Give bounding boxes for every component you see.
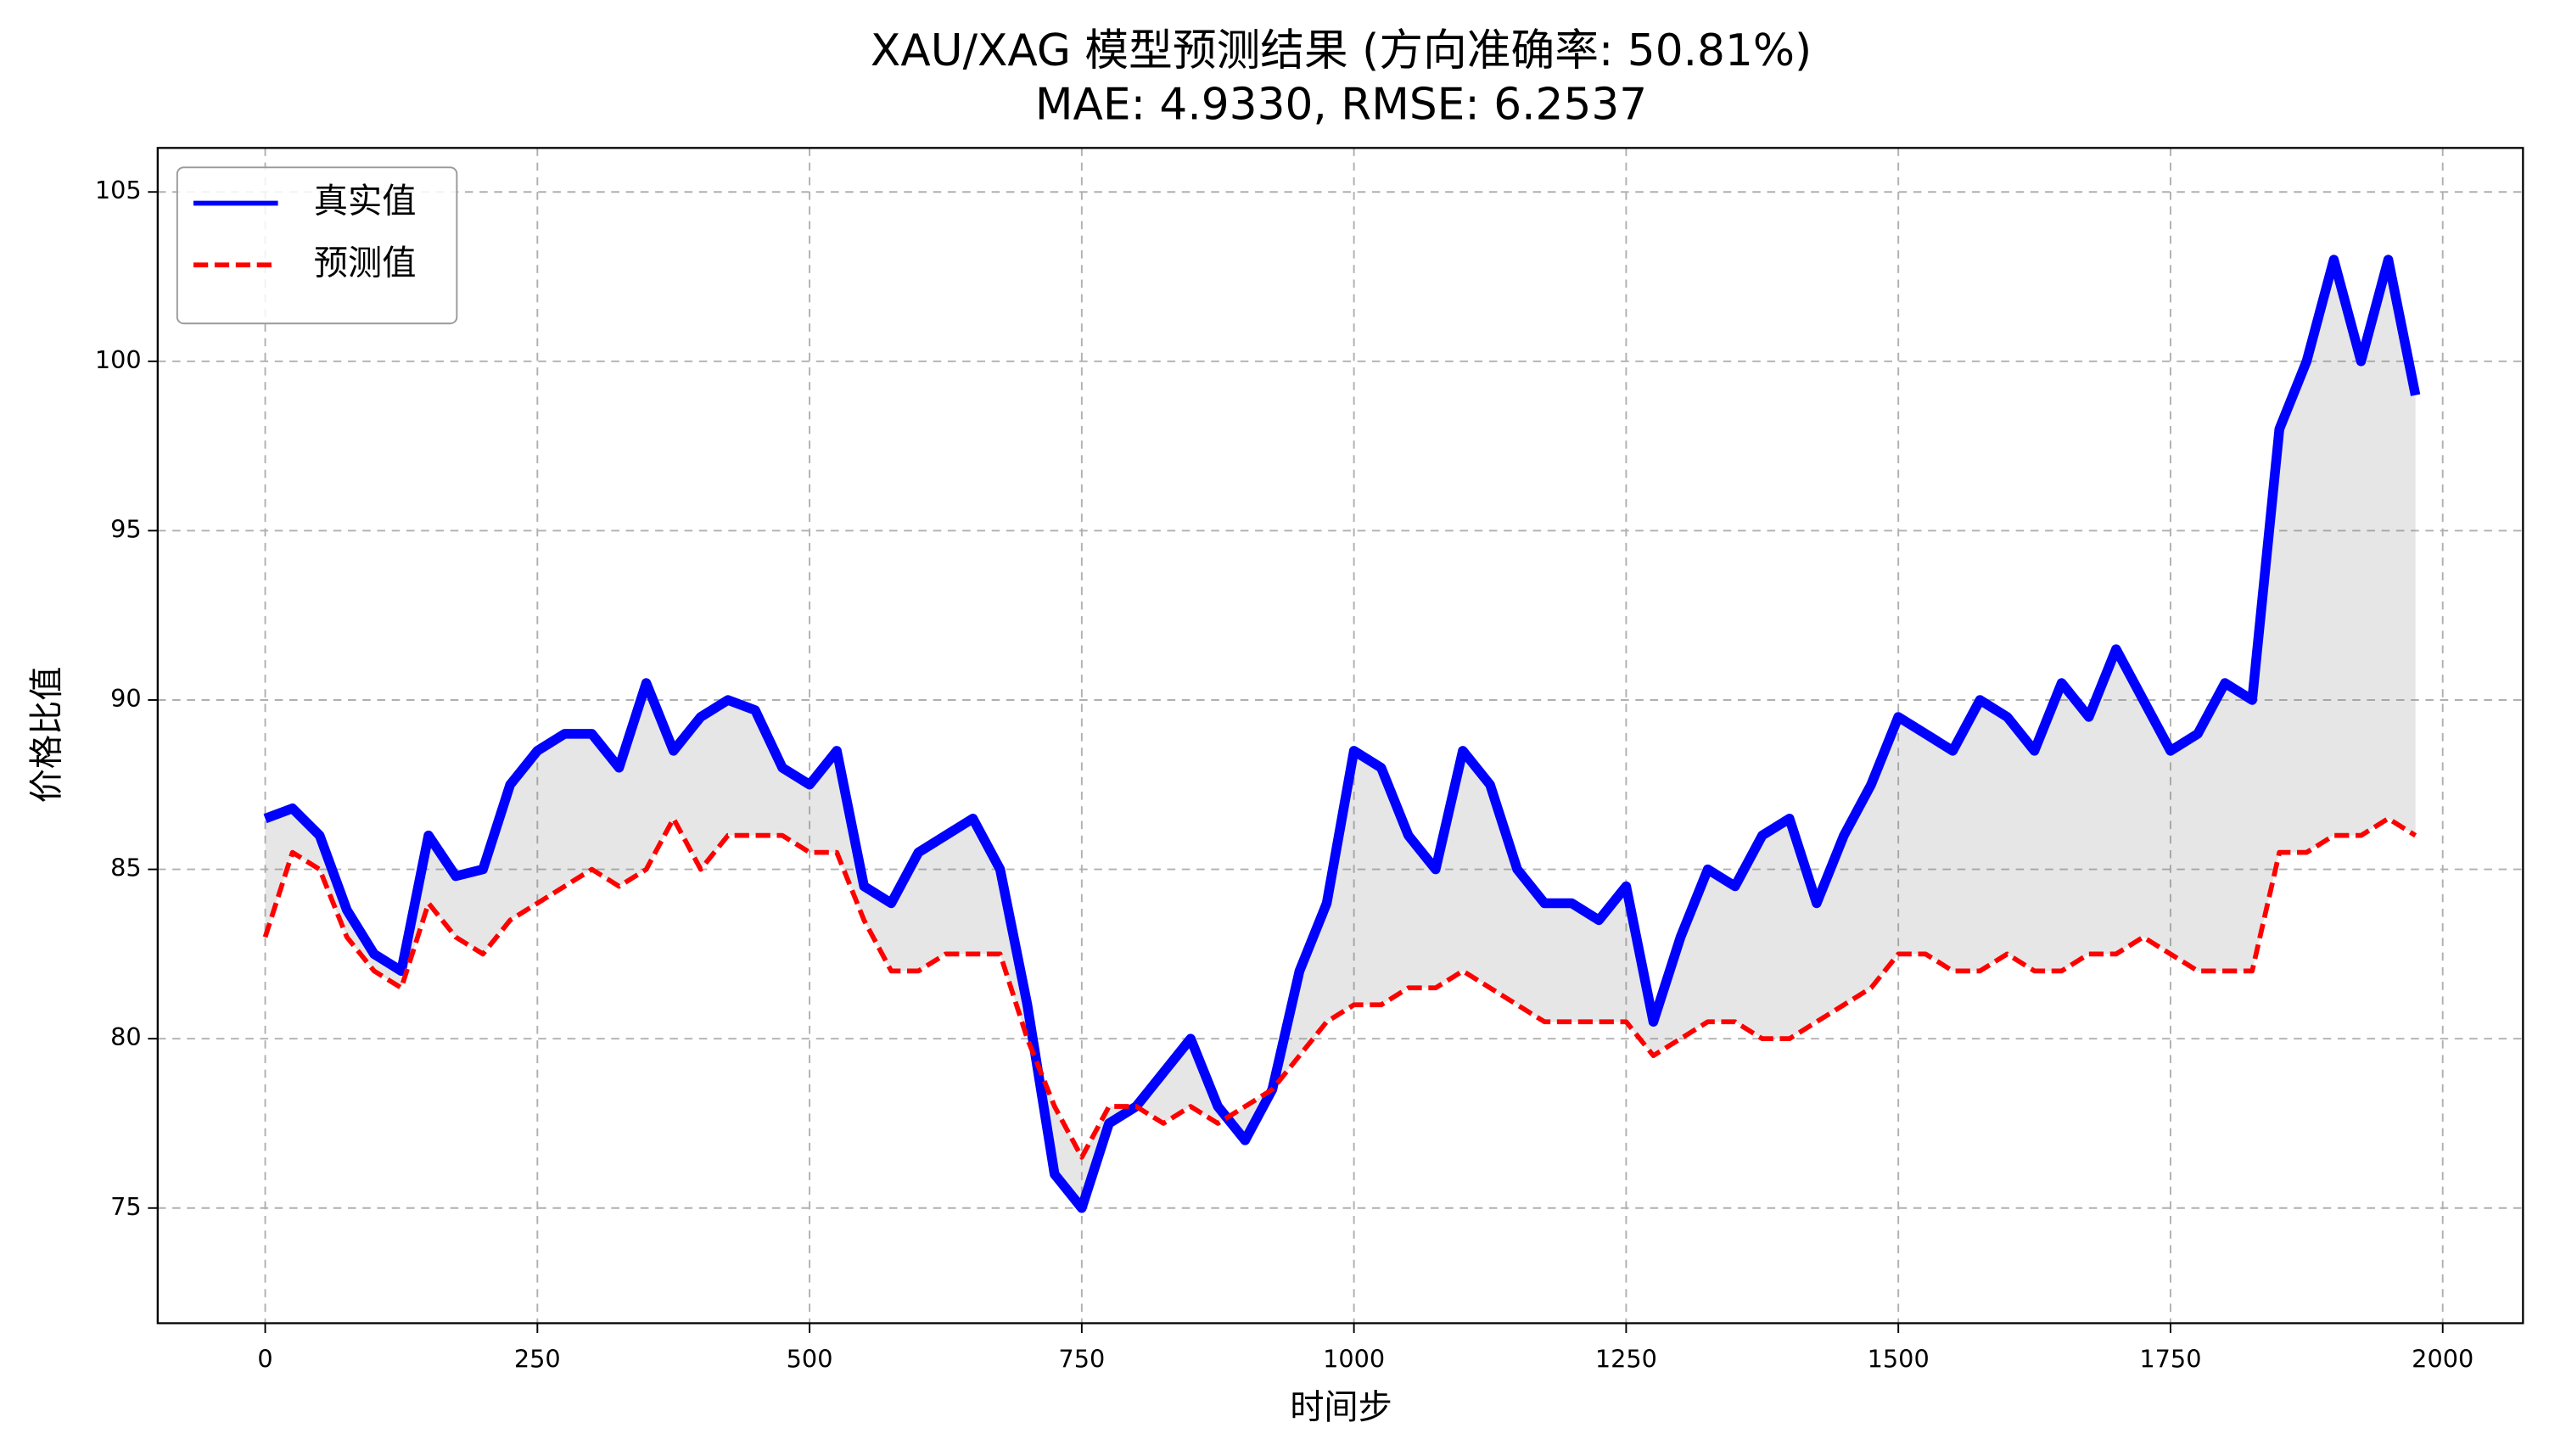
legend-label: 预测值 [314,244,417,283]
x-tick-label: 1250 [1595,1345,1657,1374]
legend-box [176,166,458,325]
series-line [263,255,2421,1213]
chart-title: XAU/XAG 模型预测结果 (方向准确率: 50.81%) [871,25,1812,76]
x-axis-label: 时间步 [1290,1388,1392,1427]
y-tick-label: 100 [95,345,142,374]
x-tick-label: 250 [514,1345,561,1374]
x-tick-label: 500 [787,1345,833,1374]
x-tick-label: 1500 [1868,1345,1930,1374]
y-tick-label: 105 [95,176,142,204]
y-axis-label: 价格比值 [27,667,66,804]
x-tick-label: 0 [257,1345,272,1374]
x-tick-label: 750 [1058,1345,1105,1374]
y-tick-label: 95 [110,514,142,543]
x-tick-label: 1750 [2139,1345,2201,1374]
y-tick-label: 80 [110,1022,142,1051]
x-tick-label: 1000 [1323,1345,1385,1374]
chart-subtitle: MAE: 4.9330, RMSE: 6.2537 [1035,79,1647,130]
y-tick-label: 85 [110,854,142,882]
legend-label: 真实值 [314,182,417,221]
series-line [262,815,2417,1160]
y-tick-label: 75 [110,1192,142,1221]
plot-frame [156,147,2524,1324]
x-tick-label: 2000 [2412,1345,2473,1374]
y-tick-label: 90 [110,684,142,713]
fill-between [265,260,2416,1208]
